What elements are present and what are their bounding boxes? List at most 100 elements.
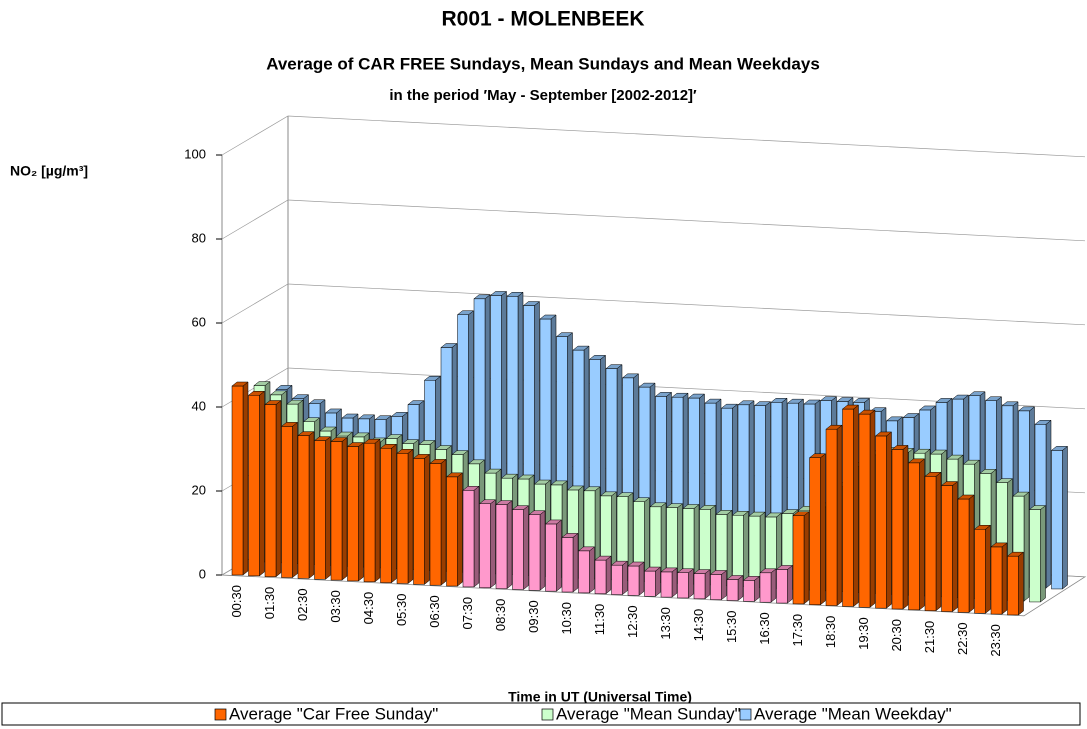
bar-top <box>874 431 893 437</box>
bar-front <box>891 449 904 610</box>
bar <box>1012 491 1030 602</box>
bar-side <box>506 500 513 590</box>
bar-front <box>594 559 607 594</box>
bar <box>1050 445 1069 590</box>
bar-side <box>292 421 298 579</box>
bar-front <box>660 571 673 598</box>
bar-top <box>231 381 249 387</box>
bar-side <box>952 481 958 613</box>
bar-front <box>479 503 491 588</box>
bar-front <box>429 463 442 586</box>
bar-top <box>407 400 425 405</box>
bar-front <box>512 509 524 590</box>
bar-top <box>891 445 909 450</box>
bar-top <box>902 413 920 418</box>
bar-top <box>940 481 959 486</box>
bar-side <box>308 431 315 579</box>
bar <box>731 510 750 588</box>
legend-label: Average "Mean Weekday" <box>754 704 952 723</box>
bar-side <box>1023 491 1030 602</box>
bar-front <box>380 448 392 583</box>
bar-top <box>269 390 288 396</box>
bar-top <box>577 546 596 552</box>
bar-top <box>313 436 332 441</box>
bar <box>495 500 513 590</box>
bar-side <box>358 442 364 582</box>
x-tick-label: 08:30 <box>493 599 508 632</box>
bar-top <box>687 393 706 399</box>
bar-top <box>786 398 805 404</box>
x-tick-label: 19:30 <box>856 617 871 650</box>
bar <box>726 574 744 602</box>
bar-front <box>446 476 458 587</box>
bar <box>676 568 695 599</box>
bar-top <box>759 568 777 574</box>
bar-front <box>776 569 788 604</box>
bar-top <box>401 439 420 444</box>
bar-top <box>544 519 563 525</box>
bar-side <box>820 453 826 606</box>
bar-top <box>819 396 838 401</box>
bar-top <box>374 415 392 420</box>
bar-side <box>1018 551 1024 616</box>
bar-top <box>995 478 1014 483</box>
bar <box>561 532 579 593</box>
y-tick-label: 0 <box>199 566 206 581</box>
bar-top <box>962 459 981 465</box>
bar-top <box>478 499 497 504</box>
bar-top <box>385 434 403 439</box>
bar-side <box>902 444 909 610</box>
bar-top <box>423 376 442 381</box>
bar-front <box>578 550 590 594</box>
bar-top <box>511 505 530 510</box>
bar-top <box>693 569 711 574</box>
bar <box>792 511 810 605</box>
bar-front <box>875 435 887 609</box>
grid-line <box>221 199 1086 242</box>
bar <box>940 481 959 613</box>
bar-side <box>473 485 480 588</box>
bar-top <box>753 401 772 406</box>
legend-label: Average "Car Free Sunday" <box>229 704 438 723</box>
bar-top <box>951 394 970 400</box>
bar-side <box>374 438 381 583</box>
bar-top <box>671 392 689 398</box>
bar <box>907 458 926 611</box>
bar-front <box>264 404 277 577</box>
bar-side <box>688 568 694 599</box>
bar-top <box>907 458 926 464</box>
bar <box>693 569 711 600</box>
bar-top <box>858 409 876 415</box>
bar-top <box>346 442 365 447</box>
bar-top <box>836 397 854 402</box>
bar-top <box>533 479 552 485</box>
bar-front <box>561 537 574 593</box>
bar-side <box>743 510 749 588</box>
bar-top <box>979 469 997 474</box>
bar-side <box>589 546 595 594</box>
bar <box>841 404 860 607</box>
chart-title: R001 - MOLENBEEK <box>441 8 644 31</box>
bar-front <box>759 572 772 603</box>
bar-side <box>605 555 612 595</box>
bar <box>742 575 761 602</box>
bar-top <box>913 448 931 454</box>
bar-top <box>726 575 744 580</box>
bar-top <box>489 291 508 296</box>
bar-top <box>720 403 739 409</box>
bar-top <box>264 400 282 405</box>
bar-front <box>314 440 326 580</box>
bar-front <box>743 580 755 602</box>
bar-side <box>853 404 859 607</box>
bar-top <box>748 511 766 517</box>
bar-top <box>412 454 431 459</box>
bar <box>858 409 876 608</box>
bar-top <box>363 438 381 444</box>
bar-side <box>770 568 777 603</box>
x-tick-label: 18:30 <box>823 616 838 649</box>
bar-front <box>726 579 739 601</box>
bar-top <box>973 525 992 530</box>
bar-top <box>968 391 986 396</box>
bar <box>544 519 563 592</box>
bar-side <box>886 431 892 609</box>
